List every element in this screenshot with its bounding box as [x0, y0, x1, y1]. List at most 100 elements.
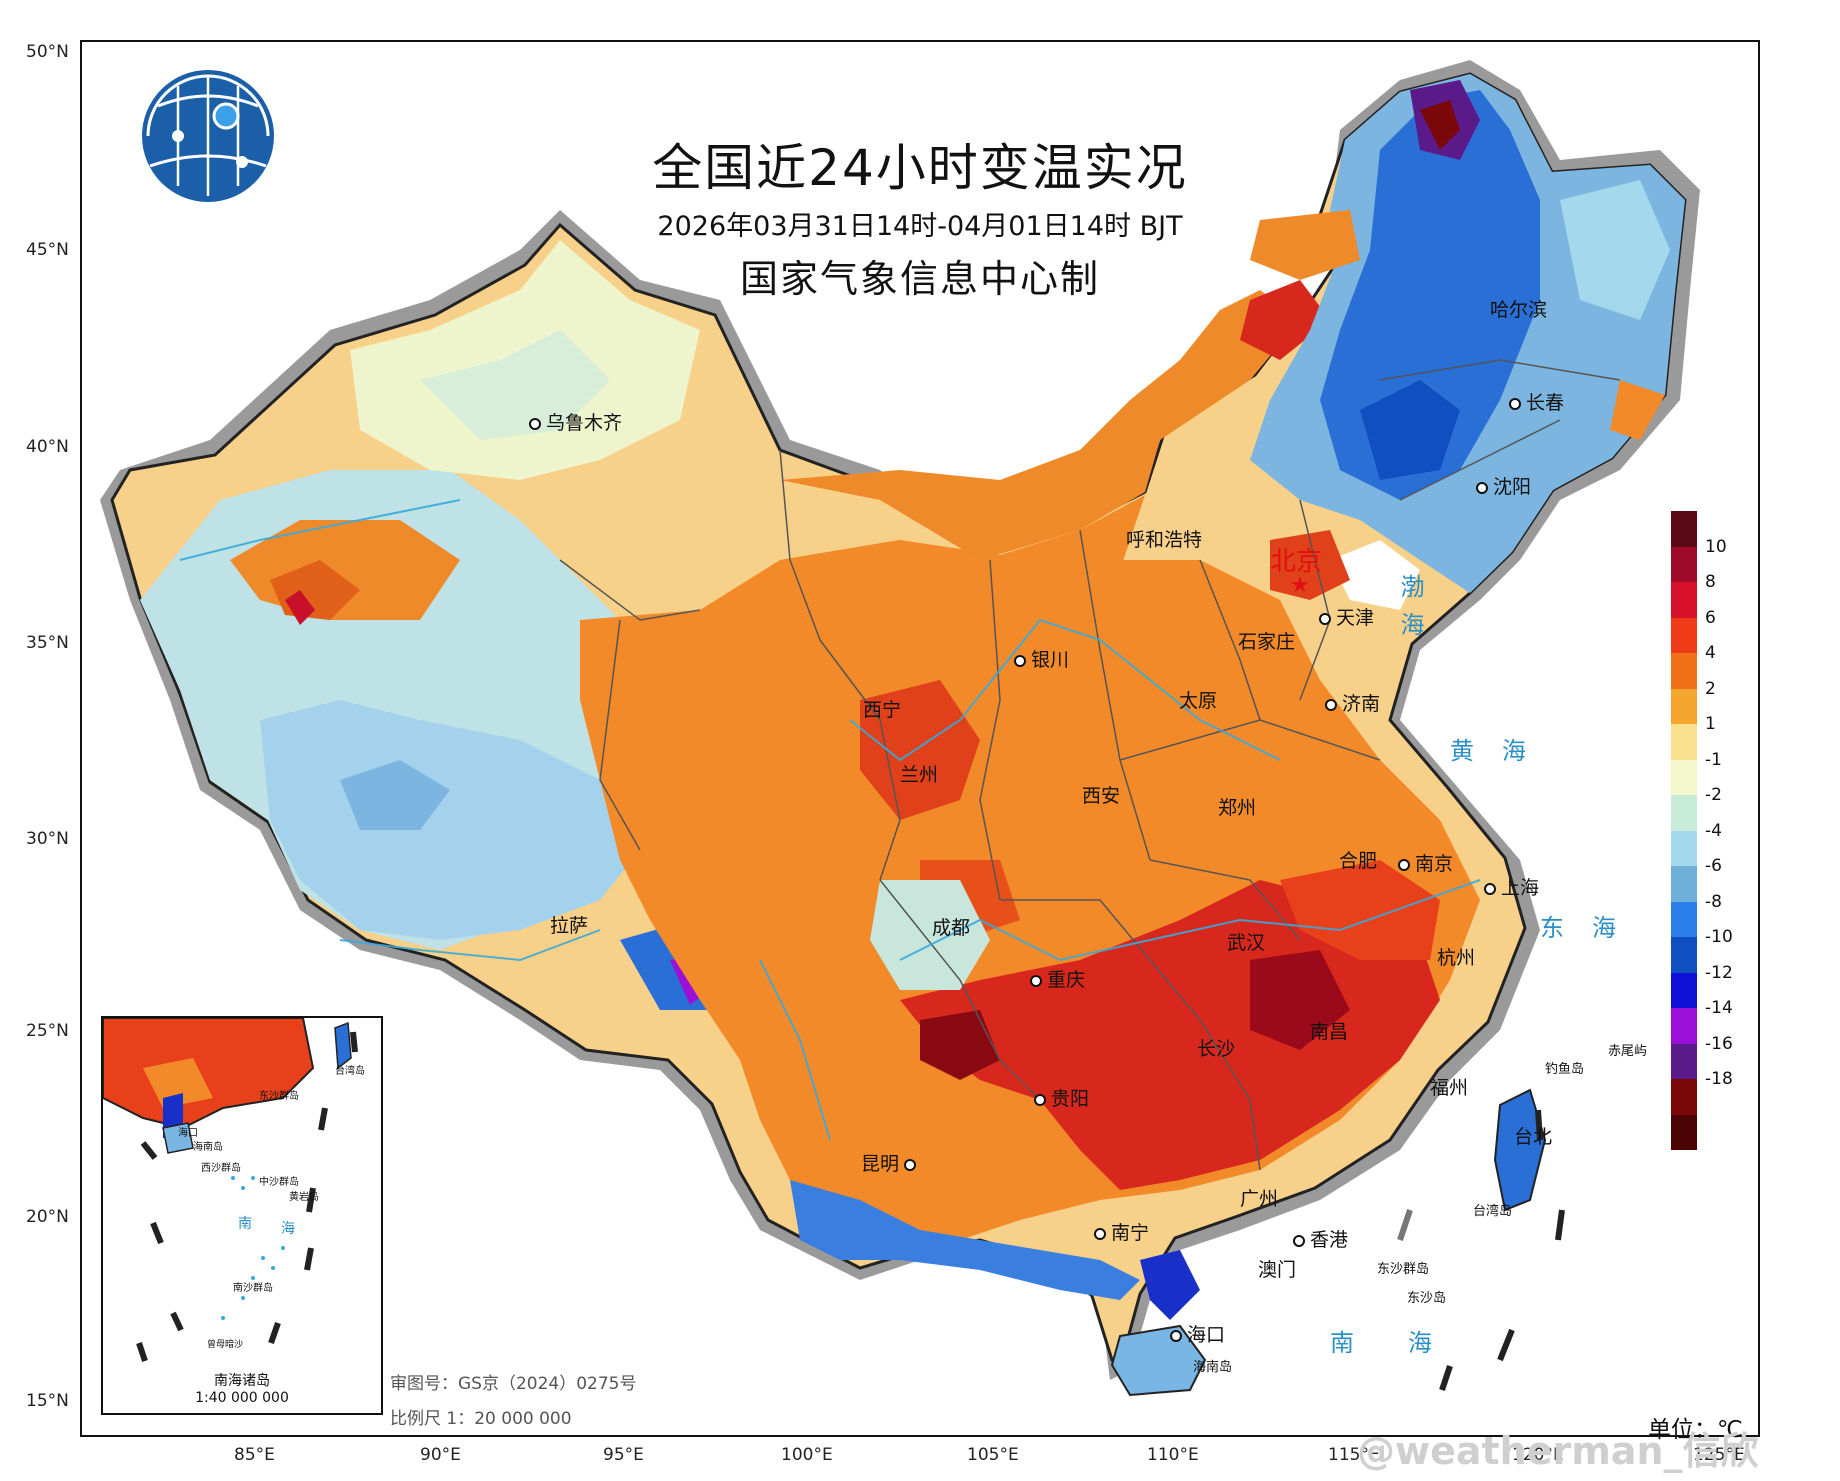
inset-label: 海	[281, 1221, 295, 1237]
city-label: 沈阳	[1476, 472, 1531, 499]
inset-label: 南	[238, 1216, 252, 1232]
city-label: 太原	[1179, 690, 1218, 712]
city-label: 拉萨	[550, 915, 589, 937]
city-label: 天津	[1319, 603, 1374, 630]
legend-swatch	[1671, 582, 1697, 618]
lon-label: 90°E	[420, 1445, 461, 1465]
legend-swatch	[1671, 866, 1697, 902]
island-label: 赤尾屿	[1608, 1044, 1648, 1059]
legend-label: -12	[1705, 962, 1733, 983]
city-label: 长春	[1509, 388, 1564, 415]
lat-label: 30°N	[26, 829, 69, 849]
legend-swatch	[1671, 617, 1697, 653]
lon-label: 110°E	[1147, 1445, 1199, 1465]
legend-label: -1	[1705, 749, 1722, 770]
island-label: 东沙群岛	[1377, 1262, 1430, 1277]
city-label: 西安	[1082, 785, 1121, 807]
legend-label: -18	[1705, 1069, 1733, 1089]
legend-swatch	[1671, 1008, 1697, 1044]
legend-label: -6	[1705, 856, 1722, 876]
legend-label: 2	[1705, 678, 1716, 699]
city-label: 南京	[1398, 849, 1453, 876]
watermark: @weatherman_信欣	[1357, 1429, 1759, 1473]
inset-label: 黄岩岛	[289, 1192, 319, 1203]
lat-label: 40°N	[26, 437, 69, 457]
legend-swatch	[1671, 653, 1697, 689]
legend-swatch	[1671, 1079, 1697, 1115]
city-label: 郑州	[1218, 797, 1257, 819]
island-label: 钓鱼岛	[1545, 1062, 1585, 1077]
legend-swatch	[1671, 795, 1697, 831]
legend-label: 8	[1705, 572, 1716, 592]
map-scale: 比例尺 1：20 000 000	[390, 1409, 572, 1429]
lon-label: 100°E	[781, 1445, 833, 1465]
city-label: 武汉	[1227, 932, 1266, 954]
legend-label: -14	[1705, 998, 1733, 1018]
nmic-logo-icon	[142, 70, 274, 202]
city-label: 香港	[1293, 1225, 1348, 1252]
inset-title: 南海诸岛	[214, 1373, 270, 1389]
legend-label: -2	[1705, 785, 1722, 805]
city-label: 成都	[932, 917, 971, 939]
city-label: 南昌	[1310, 1021, 1349, 1043]
unit-label: 单位：℃	[1648, 1417, 1743, 1443]
legend-label: 6	[1705, 607, 1716, 628]
legend-swatch	[1671, 511, 1697, 547]
city-label: 澳门	[1258, 1259, 1297, 1281]
inset-label: 西沙群岛	[201, 1163, 241, 1174]
legend-label: 10	[1705, 536, 1727, 557]
legend-swatch	[1671, 972, 1697, 1008]
inset-label: 中沙群岛	[259, 1177, 299, 1188]
legend-swatch	[1671, 688, 1697, 724]
sea-label: 东海	[1540, 914, 1644, 942]
lon-label: 115°E	[1328, 1445, 1380, 1465]
inset-label: 海南岛	[193, 1142, 223, 1153]
city-label: 福州	[1430, 1077, 1469, 1099]
city-label: 广州	[1240, 1188, 1279, 1210]
city-label: 南宁	[1094, 1218, 1149, 1245]
city-label: 昆明	[861, 1149, 921, 1176]
city-label: 西宁	[863, 699, 902, 721]
legend-label: 4	[1705, 643, 1716, 663]
lon-label: 95°E	[603, 1445, 644, 1465]
city-label: 银川	[1014, 645, 1069, 672]
legend-label: 1	[1705, 714, 1716, 734]
city-label: 海口	[1170, 1320, 1225, 1347]
city-label: 合肥	[1339, 850, 1378, 872]
inset-label: 东沙群岛	[259, 1091, 299, 1102]
inset-label: 南沙群岛	[233, 1283, 273, 1294]
island-label: 东沙岛	[1407, 1291, 1447, 1306]
island-label: 台湾岛	[1473, 1204, 1513, 1219]
inset-label: 海口	[178, 1128, 198, 1139]
lat-label: 35°N	[26, 633, 69, 653]
legend-label: -4	[1705, 820, 1722, 841]
inset-label: 台湾岛	[335, 1066, 365, 1077]
legend-swatch	[1671, 1043, 1697, 1079]
lat-label: 20°N	[26, 1207, 69, 1227]
capital-star-icon: ★	[1290, 573, 1310, 598]
city-label: 乌鲁木齐	[529, 408, 622, 435]
map-subtitle: 2026年03月31日14时-04月01日14时 BJT	[657, 211, 1183, 242]
lat-label: 15°N	[26, 1391, 69, 1411]
legend-label: -8	[1705, 891, 1722, 912]
sea-label: 南海	[1330, 1329, 1486, 1357]
map-review-number: 审图号：GS京（2024）0275号	[390, 1374, 637, 1394]
map-organization: 国家气象信息中心制	[739, 257, 1100, 301]
legend-swatch	[1671, 546, 1697, 582]
city-label: 石家庄	[1238, 631, 1296, 653]
inset-scale: 1:40 000 000	[195, 1390, 289, 1406]
lon-label: 85°E	[234, 1445, 275, 1465]
city-label: 贵阳	[1034, 1084, 1089, 1111]
legend-swatch	[1671, 724, 1697, 760]
south-china-sea-inset: 台湾岛 东沙群岛 海口 海南岛 西沙群岛 中沙群岛 黄岩岛 南 海 南沙群岛 曾…	[101, 1016, 383, 1415]
city-label: 呼和浩特	[1126, 529, 1203, 551]
city-label-capital: 北京	[1270, 547, 1323, 577]
lat-label: 45°N	[26, 240, 69, 260]
color-legend	[1671, 511, 1697, 1150]
legend-swatch	[1671, 830, 1697, 866]
legend-swatch	[1671, 1114, 1697, 1150]
city-label: 台北	[1514, 1126, 1553, 1148]
lat-label: 50°N	[26, 42, 69, 62]
sea-label: 渤海	[1396, 574, 1424, 650]
sea-label: 黄海	[1450, 737, 1554, 765]
